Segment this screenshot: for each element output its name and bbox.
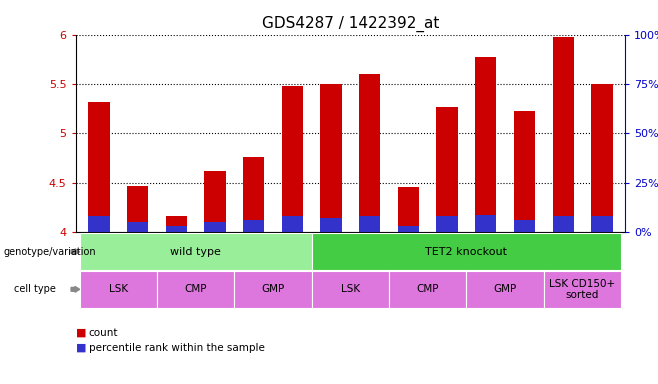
Bar: [282, 217, 303, 232]
Text: CMP: CMP: [184, 284, 207, 295]
Text: LSK: LSK: [109, 284, 128, 295]
Bar: [592, 217, 613, 232]
Bar: [320, 84, 342, 232]
Text: cell type: cell type: [14, 284, 57, 295]
Bar: [436, 107, 458, 232]
Bar: [127, 222, 148, 232]
Bar: [205, 171, 226, 232]
Bar: [553, 36, 574, 232]
Text: genotype/variation: genotype/variation: [3, 247, 96, 257]
Bar: [398, 187, 419, 232]
Bar: [398, 227, 419, 232]
Bar: [514, 220, 535, 232]
Bar: [166, 227, 187, 232]
Bar: [359, 217, 380, 232]
Bar: [243, 157, 265, 232]
Bar: [553, 217, 574, 232]
Bar: [88, 102, 109, 232]
Bar: [592, 84, 613, 232]
Text: percentile rank within the sample: percentile rank within the sample: [89, 343, 265, 353]
Bar: [436, 217, 458, 232]
Bar: [166, 215, 187, 232]
Text: CMP: CMP: [417, 284, 439, 295]
Bar: [320, 218, 342, 232]
Text: TET2 knockout: TET2 knockout: [426, 247, 507, 257]
Bar: [205, 222, 226, 232]
Text: count: count: [89, 328, 118, 338]
Text: ■: ■: [76, 343, 86, 353]
Title: GDS4287 / 1422392_at: GDS4287 / 1422392_at: [262, 16, 439, 32]
Bar: [127, 186, 148, 232]
Bar: [514, 111, 535, 232]
Text: ■: ■: [76, 328, 86, 338]
Bar: [88, 217, 109, 232]
Text: LSK: LSK: [341, 284, 360, 295]
Text: GMP: GMP: [261, 284, 285, 295]
Bar: [475, 215, 496, 232]
Bar: [359, 74, 380, 232]
Text: LSK CD150+
sorted: LSK CD150+ sorted: [549, 278, 616, 300]
Text: GMP: GMP: [494, 284, 517, 295]
Bar: [475, 57, 496, 232]
Bar: [282, 86, 303, 232]
Bar: [243, 220, 265, 232]
Text: wild type: wild type: [170, 247, 221, 257]
